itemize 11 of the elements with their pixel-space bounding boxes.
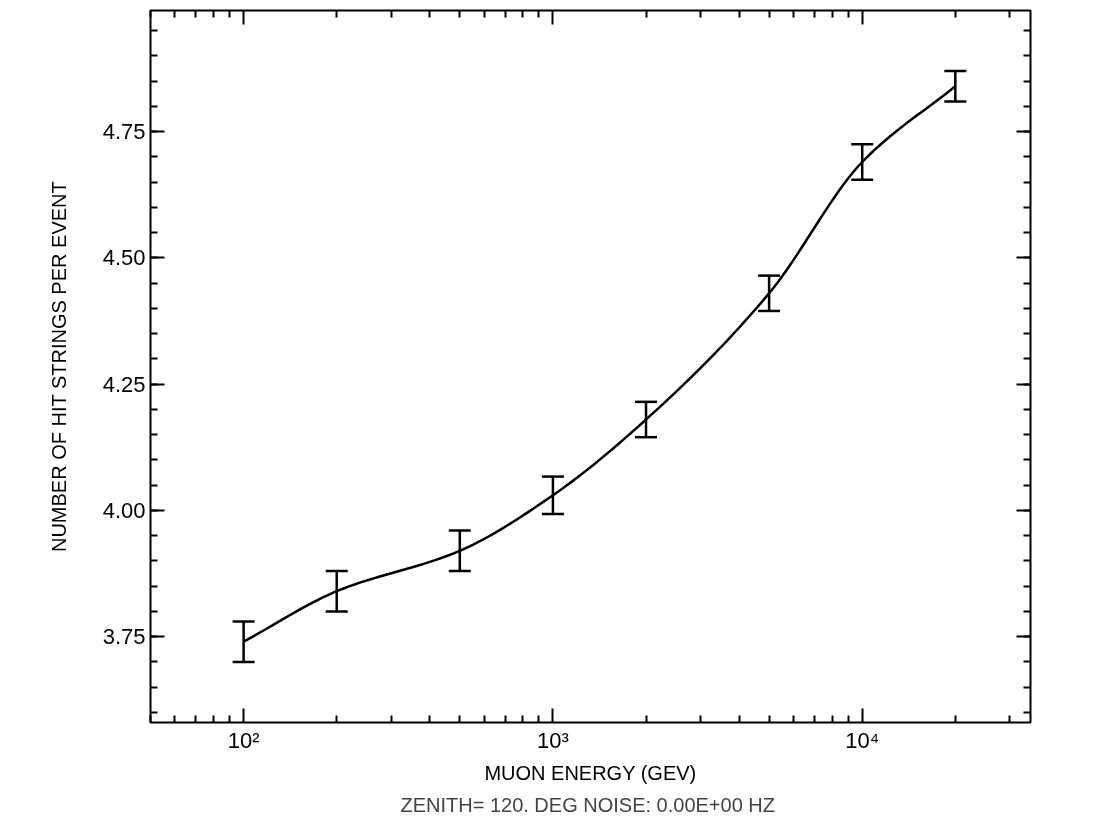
x-tick-label: 10⁴ [845, 727, 880, 753]
text: ZENITH= 120. DEG NOISE: 0.00E+00 HZ [400, 793, 776, 816]
x-tick-label: 10³ [537, 727, 569, 753]
y-tick-label: 4.50 [102, 245, 146, 271]
y-tick-label: 3.75 [102, 624, 146, 650]
y-tick-label: 4.25 [102, 371, 146, 397]
y-axis-title: NUMBER OF HIT STRINGS PER EVENT [47, 181, 70, 553]
x-tick-label: 10² [227, 727, 260, 753]
y-tick-label: 4.75 [102, 119, 146, 145]
x-axis-title: MUON ENERGY (GEV) [484, 761, 697, 784]
y-tick-label: 4.00 [102, 497, 146, 523]
